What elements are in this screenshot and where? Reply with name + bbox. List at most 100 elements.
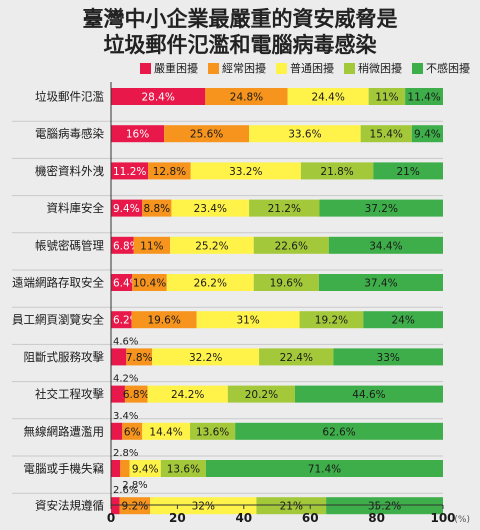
bar-segment	[411, 125, 443, 143]
data-label: 34.4%	[369, 240, 402, 252]
data-label: 24.8%	[230, 92, 263, 104]
category-label: 機密資料外洩	[35, 164, 104, 178]
x-tick-label: 40	[235, 511, 252, 525]
bar-segment	[142, 422, 191, 440]
bar-segment	[287, 88, 369, 105]
legend-swatch	[140, 62, 151, 74]
data-label: 6%	[124, 426, 141, 438]
bar-segment	[196, 311, 300, 329]
bar-segment	[227, 385, 295, 403]
x-tick-label: 20	[169, 511, 186, 525]
data-label: 2.8%	[122, 480, 147, 491]
data-label: 4.6%	[113, 336, 138, 347]
data-label: 20.2%	[245, 389, 278, 401]
bar-segment	[190, 422, 236, 440]
category-label: 社交工程攻擊	[35, 387, 104, 401]
data-label: 2.8%	[113, 448, 138, 459]
bar-segment	[111, 385, 125, 403]
data-label: 6.8%	[113, 240, 140, 252]
category-label: 阻斷式服務攻擊	[24, 350, 105, 364]
bar-segment	[235, 422, 443, 440]
bar-segment	[111, 199, 143, 217]
legend-label: 不感困擾	[426, 62, 470, 75]
data-label: 9.2%	[122, 501, 149, 513]
data-label: 23.4%	[194, 203, 227, 215]
bar-segment	[319, 199, 443, 217]
data-label: 11.2%	[113, 166, 146, 178]
category-label: 員工網頁瀏覽安全	[12, 313, 104, 327]
legend: 嚴重困擾 經常困擾 普通困擾 稍微困擾 不感困擾	[140, 60, 470, 76]
bar-segment	[147, 385, 228, 403]
bar-segment	[122, 422, 143, 440]
category-label: 帳號密碼管理	[35, 238, 104, 252]
bar-segment	[166, 274, 254, 291]
data-label: 13.6%	[196, 426, 229, 438]
bar-segment	[120, 460, 130, 477]
bar-segment	[111, 274, 133, 291]
x-tick-label: 60	[302, 511, 319, 525]
data-label: 9.4%	[113, 203, 140, 215]
bar-segment	[363, 311, 443, 329]
bar-segment	[164, 125, 250, 143]
bar-segment	[152, 348, 260, 366]
category-label: 電腦或手機失竊	[24, 462, 105, 476]
bar-segment	[256, 497, 327, 515]
data-label: 32.2%	[189, 352, 222, 364]
data-label: 11%	[140, 240, 163, 252]
data-label: 11%	[375, 92, 398, 104]
legend-label: 經常困擾	[222, 62, 266, 75]
data-label: 14.4%	[149, 426, 182, 438]
legend-label: 普通困擾	[290, 62, 334, 75]
x-tick-label: 0	[107, 511, 115, 525]
data-label: 19.6%	[270, 278, 303, 290]
legend-swatch	[344, 62, 355, 74]
bar-segment	[150, 497, 257, 515]
data-label: 24%	[391, 315, 414, 327]
x-tick-label: 80	[368, 511, 385, 525]
bar-segment	[333, 348, 443, 366]
legend-item-slight: 稍微困擾	[344, 60, 402, 76]
bar-segment	[300, 162, 374, 180]
data-label: 71.4%	[308, 464, 341, 476]
data-label: 37.2%	[365, 203, 398, 215]
bar-segment	[131, 311, 197, 329]
data-label: 15.4%	[370, 129, 403, 141]
bar-segment	[253, 236, 329, 254]
bar-segment	[170, 236, 254, 254]
legend-swatch	[208, 62, 219, 74]
legend-item-severe: 嚴重困擾	[140, 60, 198, 76]
data-label: 44.6%	[352, 389, 385, 401]
bar-segment	[326, 497, 443, 515]
data-label: 21.2%	[268, 203, 301, 215]
data-label: 33%	[377, 352, 400, 364]
legend-item-none: 不感困擾	[412, 60, 470, 76]
data-label: 10.4%	[133, 278, 166, 290]
bar-segment	[111, 236, 134, 254]
bar-segment	[111, 125, 165, 143]
bar-segment	[111, 460, 121, 477]
data-label: 21.8%	[320, 166, 353, 178]
bar-segment	[126, 348, 153, 366]
bar-segment	[318, 274, 443, 291]
bar-segment	[132, 274, 167, 291]
data-label: 33.2%	[229, 166, 262, 178]
category-label: 遠端網路存取安全	[12, 276, 104, 290]
bar-segment	[249, 199, 320, 217]
data-label: 12.8%	[153, 166, 186, 178]
data-label: 26.2%	[194, 278, 227, 290]
bar-segment	[405, 88, 443, 105]
data-label: 33.6%	[288, 129, 321, 141]
data-label: 21%	[280, 501, 303, 513]
bar-segment	[129, 460, 161, 477]
data-label: 25.2%	[195, 240, 228, 252]
bar-segment	[160, 460, 206, 477]
bar-segment	[111, 311, 132, 329]
x-axis-unit: (%)	[454, 515, 470, 525]
data-label: 24.2%	[171, 389, 204, 401]
category-label: 垃圾郵件氾濫	[35, 90, 104, 104]
category-label: 資料庫安全	[47, 201, 105, 215]
legend-item-moderate: 普通困擾	[276, 60, 334, 76]
bar-segment	[171, 199, 250, 217]
bar-segment	[205, 460, 443, 477]
